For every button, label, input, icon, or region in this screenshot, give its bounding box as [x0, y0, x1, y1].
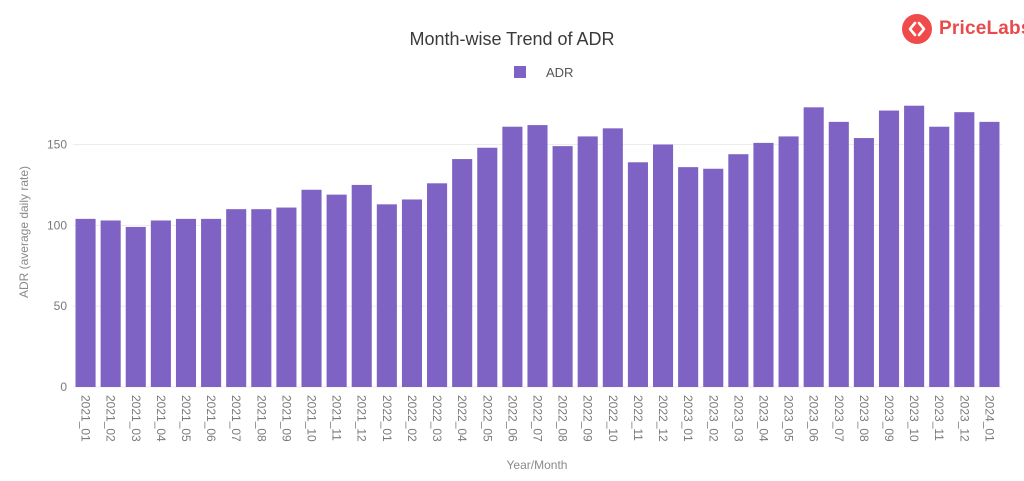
bars	[75, 105, 1000, 388]
bar-2023_11[interactable]	[929, 126, 950, 387]
bar-2022_04[interactable]	[452, 159, 473, 387]
x-tick-label: 2021_03	[129, 395, 143, 442]
x-tick-label: 2023_07	[832, 395, 846, 442]
y-tick-label: 150	[47, 138, 67, 152]
x-tick-label: 2023_01	[681, 395, 695, 442]
bar-2021_06[interactable]	[201, 218, 222, 387]
y-tick-label: 0	[60, 380, 67, 394]
x-tick-label: 2023_08	[857, 395, 871, 442]
x-tick-label: 2023_12	[957, 395, 971, 442]
x-tick-label: 2023_10	[907, 395, 921, 442]
x-tick-label: 2023_06	[807, 395, 821, 442]
x-tick-label: 2022_04	[455, 395, 469, 442]
bar-2022_09[interactable]	[577, 136, 598, 387]
legend-swatch-adr	[514, 66, 526, 78]
x-tick-label: 2022_02	[405, 395, 419, 442]
bar-2021_04[interactable]	[150, 220, 171, 387]
brand-logo[interactable]: PriceLabs	[902, 12, 1024, 46]
bar-2023_12[interactable]	[954, 112, 975, 388]
bar-2023_02[interactable]	[703, 168, 724, 387]
x-tick-label: 2021_10	[305, 395, 319, 442]
x-tick-label: 2023_02	[706, 395, 720, 442]
bar-2024_01[interactable]	[979, 121, 1000, 387]
x-tick-label: 2022_07	[531, 395, 545, 442]
bar-2022_03[interactable]	[427, 183, 448, 387]
x-tick-label: 2021_05	[179, 395, 193, 442]
x-tick-label: 2022_03	[430, 395, 444, 442]
brand-name: PriceLabs	[939, 18, 1024, 39]
bar-2022_01[interactable]	[376, 204, 397, 387]
bar-2021_03[interactable]	[125, 226, 146, 387]
x-tick-label: 2023_03	[731, 395, 745, 442]
x-tick-label: 2022_11	[631, 395, 645, 441]
bar-2022_05[interactable]	[477, 147, 498, 387]
x-tick-label: 2021_02	[104, 395, 118, 442]
bar-2023_06[interactable]	[803, 107, 824, 388]
bar-2023_07[interactable]	[828, 121, 849, 387]
x-tick-label: 2022_09	[581, 395, 595, 442]
x-axis-title: Year/Month	[507, 458, 568, 472]
bar-2021_12[interactable]	[351, 184, 372, 387]
x-tick-label: 2023_09	[882, 395, 896, 442]
bar-2023_10[interactable]	[904, 105, 925, 387]
x-tick-label: 2021_04	[154, 395, 168, 442]
x-tick-label: 2022_10	[606, 395, 620, 442]
x-axis-ticks: 2021_01 2021_02 2021_03 2021_04 2021_05 2021_…	[79, 395, 997, 442]
x-tick-label: 2021_01	[79, 395, 93, 442]
x-tick-label: 2022_01	[380, 395, 394, 442]
bar-2021_11[interactable]	[326, 194, 347, 387]
bar-2021_10[interactable]	[301, 189, 322, 387]
x-tick-label: 2021_12	[355, 395, 369, 442]
chart-title: Month-wise Trend of ADR	[409, 29, 614, 49]
x-tick-label: 2022_06	[505, 395, 519, 442]
bar-2023_09[interactable]	[878, 110, 900, 388]
bar-2022_12[interactable]	[652, 144, 674, 388]
y-axis-ticks: 0 50 100 150	[47, 138, 67, 395]
x-tick-label: 2022_08	[556, 395, 570, 442]
y-axis-title: ADR (average daily rate)	[17, 166, 31, 298]
bar-2022_07[interactable]	[527, 125, 548, 387]
bar-2022_10[interactable]	[602, 128, 623, 388]
legend-label-adr: ADR	[546, 65, 573, 80]
bar-2023_04[interactable]	[753, 142, 774, 387]
x-tick-label: 2022_05	[480, 395, 494, 442]
bar-2023_05[interactable]	[778, 136, 799, 387]
bar-2021_01[interactable]	[75, 218, 96, 387]
bar-2021_07[interactable]	[226, 209, 247, 387]
pricelabs-logo-icon	[902, 14, 932, 44]
x-tick-label: 2022_12	[656, 395, 670, 442]
bar-2021_08[interactable]	[251, 209, 272, 387]
bar-2023_08[interactable]	[853, 138, 874, 387]
bar-2022_02[interactable]	[401, 199, 423, 387]
legend[interactable]: ADR	[514, 65, 573, 80]
x-tick-label: 2021_06	[204, 395, 218, 442]
bar-2022_06[interactable]	[502, 126, 523, 387]
x-tick-label: 2024_01	[982, 395, 996, 442]
x-tick-label: 2021_11	[330, 395, 344, 441]
bar-2021_05[interactable]	[175, 218, 197, 387]
x-tick-label: 2021_07	[229, 395, 243, 442]
y-tick-label: 50	[54, 299, 68, 313]
bar-2023_03[interactable]	[728, 154, 749, 387]
bar-2021_09[interactable]	[276, 207, 297, 387]
x-tick-label: 2023_11	[932, 395, 946, 441]
x-tick-label: 2021_09	[279, 395, 293, 442]
x-tick-label: 2023_04	[756, 395, 770, 442]
bar-2021_02[interactable]	[100, 220, 121, 387]
bar-2022_11[interactable]	[627, 162, 648, 387]
x-tick-label: 2021_08	[254, 395, 268, 442]
bar-2022_08[interactable]	[552, 146, 573, 387]
bar-2023_01[interactable]	[678, 167, 699, 387]
y-tick-label: 100	[47, 218, 67, 232]
x-tick-label: 2023_05	[782, 395, 796, 442]
